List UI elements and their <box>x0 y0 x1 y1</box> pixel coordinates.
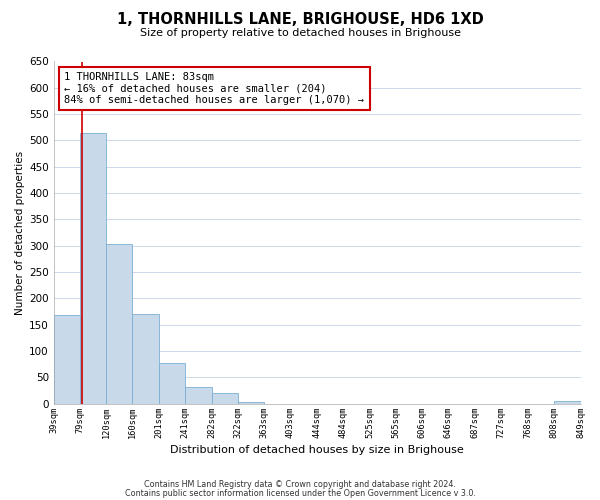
Bar <box>106 244 133 404</box>
Bar <box>554 401 581 404</box>
Text: 1, THORNHILLS LANE, BRIGHOUSE, HD6 1XD: 1, THORNHILLS LANE, BRIGHOUSE, HD6 1XD <box>116 12 484 28</box>
Bar <box>159 362 185 404</box>
Bar <box>185 387 212 404</box>
X-axis label: Distribution of detached houses by size in Brighouse: Distribution of detached houses by size … <box>170 445 464 455</box>
Bar <box>212 393 238 404</box>
Text: Contains public sector information licensed under the Open Government Licence v : Contains public sector information licen… <box>125 488 475 498</box>
Text: 1 THORNHILLS LANE: 83sqm
← 16% of detached houses are smaller (204)
84% of semi-: 1 THORNHILLS LANE: 83sqm ← 16% of detach… <box>64 72 364 105</box>
Text: Contains HM Land Registry data © Crown copyright and database right 2024.: Contains HM Land Registry data © Crown c… <box>144 480 456 489</box>
Text: Size of property relative to detached houses in Brighouse: Size of property relative to detached ho… <box>139 28 461 38</box>
Bar <box>80 133 106 404</box>
Bar <box>54 316 80 404</box>
Bar <box>133 314 159 404</box>
Y-axis label: Number of detached properties: Number of detached properties <box>15 150 25 314</box>
Bar <box>238 402 265 404</box>
